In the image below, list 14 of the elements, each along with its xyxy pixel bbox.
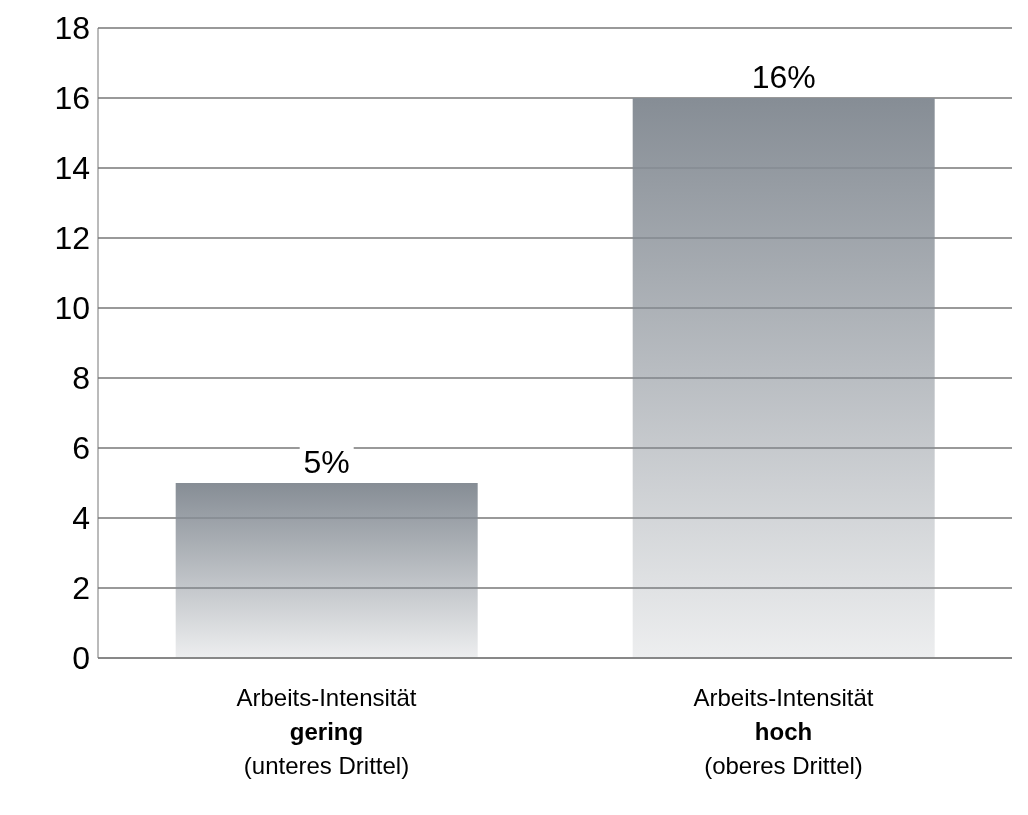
y-tick-label: 2 xyxy=(72,570,90,607)
y-tick-label: 6 xyxy=(72,430,90,467)
x-tick-label: Arbeits-Intensität hoch (oberes Drittel) xyxy=(693,684,874,779)
data-label: 16% xyxy=(751,59,816,95)
y-tick-label: 14 xyxy=(54,150,90,187)
y-tick-label: 10 xyxy=(54,290,90,327)
y-tick-label: 18 xyxy=(54,10,90,47)
y-tick-label: 4 xyxy=(72,500,90,537)
y-tick-label: 16 xyxy=(54,80,90,117)
data-label: 5% xyxy=(303,444,350,480)
y-tick-label: 8 xyxy=(72,360,90,397)
y-tick-label: 0 xyxy=(72,640,90,677)
y-tick-label: 12 xyxy=(54,220,90,257)
x-tick-label: Arbeits-Intensität gering (unteres Drittel) xyxy=(236,684,417,779)
